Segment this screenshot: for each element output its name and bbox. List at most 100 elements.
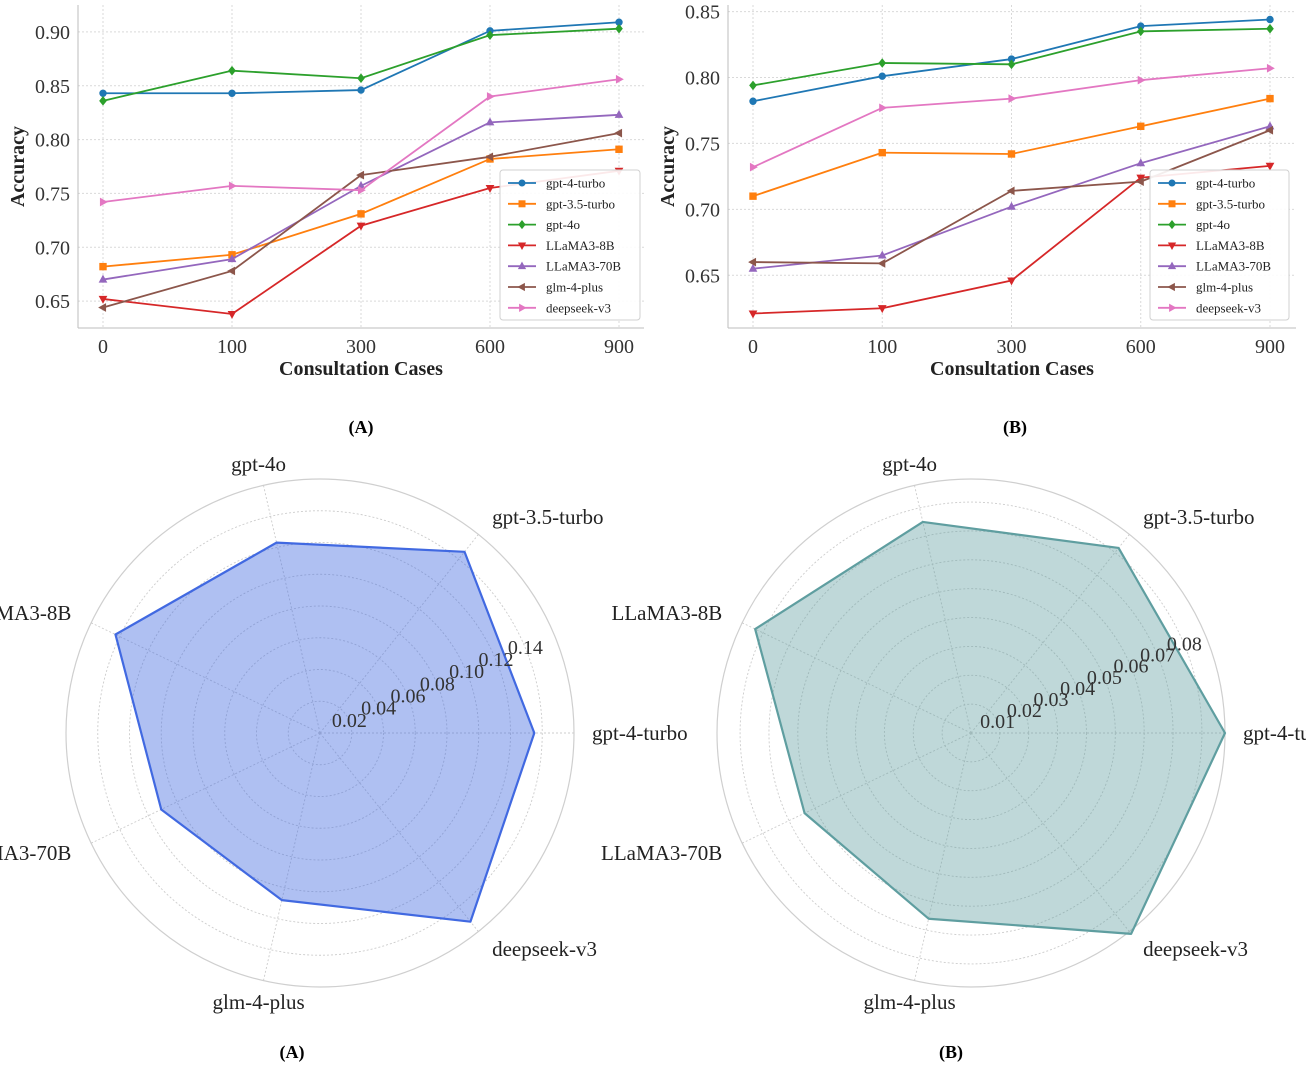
radial-tick-label: 0.06 xyxy=(390,686,425,708)
radial-tick-label: 0.10 xyxy=(449,661,484,683)
data-point xyxy=(228,181,237,191)
legend-entry: gpt-3.5-turbo xyxy=(1196,196,1265,211)
data-point xyxy=(98,295,108,304)
radial-tick-label: 0.12 xyxy=(478,649,513,671)
radar-data-polygon xyxy=(754,520,1227,935)
y-tick-label: 0.75 xyxy=(685,133,720,155)
data-point xyxy=(357,73,365,84)
data-point xyxy=(485,152,494,162)
x-tick-label: 0 xyxy=(98,336,108,358)
data-point xyxy=(1265,162,1275,171)
y-axis-title: Accuracy xyxy=(657,126,679,207)
data-point xyxy=(878,58,887,68)
x-axis-title: Consultation Cases xyxy=(930,358,1094,380)
data-point xyxy=(614,109,624,118)
data-point xyxy=(1266,15,1274,24)
data-point xyxy=(485,184,495,193)
x-tick-label: 900 xyxy=(1255,336,1285,358)
data-point xyxy=(98,303,107,312)
radar-axis-label: glm-4-plus xyxy=(863,990,955,1014)
radar-chart-b: 0.010.020.030.040.050.060.070.08 gpt-4-tu… xyxy=(601,452,1306,1063)
series-deepseek-v3 xyxy=(99,74,624,207)
y-tick-label: 0.90 xyxy=(35,22,70,44)
data-point xyxy=(1007,277,1016,286)
data-point xyxy=(1137,122,1145,130)
radar-axis-label: LLaMA3-8B xyxy=(0,601,71,625)
data-point xyxy=(357,86,365,94)
panel-label: (A) xyxy=(280,1042,305,1063)
data-point xyxy=(356,222,366,231)
radar-grid-circle xyxy=(129,542,511,924)
legend-marker xyxy=(518,179,526,187)
legend-marker xyxy=(1168,220,1176,230)
series-gpt-4o xyxy=(99,23,623,106)
data-point xyxy=(228,65,236,76)
radar-axis-label: gpt-4o xyxy=(882,452,937,476)
data-point xyxy=(749,162,758,172)
y-tick-label: 0.85 xyxy=(685,2,720,24)
panel-label: (A) xyxy=(349,417,374,438)
series-glm-4-plus xyxy=(748,125,1274,268)
radar-axis-label: gpt-4-turbo xyxy=(592,721,688,745)
data-point xyxy=(1007,150,1016,158)
data-point xyxy=(357,210,365,218)
legend-box xyxy=(499,169,641,321)
data-point xyxy=(227,254,237,263)
data-point xyxy=(748,310,758,319)
legend-entry: LLaMA3-8B xyxy=(546,238,615,253)
panel-label: (B) xyxy=(1003,417,1027,438)
radial-tick-label: 0.08 xyxy=(420,673,455,695)
data-point xyxy=(99,197,108,207)
radial-tick-label: 0.02 xyxy=(1007,700,1042,722)
radar-grid-circle xyxy=(192,605,448,861)
legend-entry: deepseek-v3 xyxy=(546,300,611,315)
radial-tick-label: 0.04 xyxy=(1060,678,1095,700)
data-point xyxy=(1006,186,1015,196)
data-point xyxy=(227,310,237,319)
data-point xyxy=(877,259,886,268)
data-point xyxy=(485,117,495,126)
radial-tick-label: 0.05 xyxy=(1087,667,1122,689)
line-chart-b: 0.65 0.70 0.75 0.80 0.85 0 100 300 600 900 Consult… xyxy=(657,2,1296,438)
legend-entry: deepseek-v3 xyxy=(1196,300,1261,315)
radar-grid-circle xyxy=(768,530,1174,936)
data-point xyxy=(1137,75,1146,85)
y-tick-label: 0.75 xyxy=(35,183,70,205)
legend-marker xyxy=(517,242,527,251)
series-LLaMA3-70B xyxy=(98,109,624,283)
radar-grid-circle xyxy=(97,510,543,956)
legend-entry: glm-4-plus xyxy=(546,280,603,295)
x-tick-label: 100 xyxy=(217,336,247,358)
legend-entry: gpt-4o xyxy=(1196,217,1230,232)
x-tick-label: 300 xyxy=(997,336,1027,358)
radar-axis-label: deepseek-v3 xyxy=(492,937,597,961)
series-gpt-4-turbo xyxy=(749,15,1274,105)
radar-axis-label: gpt-3.5-turbo xyxy=(492,505,603,529)
data-point xyxy=(879,103,888,113)
legend-marker xyxy=(1169,303,1177,312)
x-tick-label: 100 xyxy=(867,336,897,358)
radial-tick-label: 0.14 xyxy=(508,637,543,659)
data-point xyxy=(878,148,886,157)
legend-marker xyxy=(1167,261,1177,270)
data-point xyxy=(1135,177,1144,187)
data-point xyxy=(749,97,757,105)
y-tick-label: 0.80 xyxy=(35,130,70,152)
legend-marker xyxy=(519,303,527,312)
radar-axis-label: gpt-4-turbo xyxy=(1243,721,1306,745)
data-point xyxy=(1136,158,1146,167)
data-point xyxy=(99,89,107,97)
series-gpt-4o xyxy=(749,23,1274,91)
legend-marker xyxy=(1168,200,1176,208)
legend-entry: gpt-4-turbo xyxy=(546,176,605,191)
data-point xyxy=(615,74,624,84)
data-point xyxy=(1266,63,1275,73)
data-point xyxy=(98,274,108,283)
data-point xyxy=(228,89,236,97)
radar-grid-circle xyxy=(160,573,480,893)
data-point xyxy=(878,72,886,80)
radar-chart-a: 0.020.040.060.080.100.120.14 gpt-4-turbo g… xyxy=(0,452,688,1063)
legend-entry: LLaMA3-70B xyxy=(1196,259,1271,274)
